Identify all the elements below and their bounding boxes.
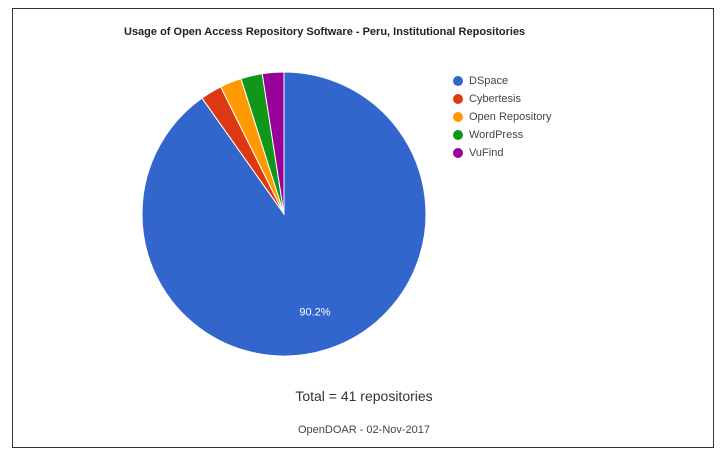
legend-item-open-repository: Open Repository	[453, 108, 552, 126]
legend-swatch	[453, 112, 463, 122]
pie-slice-vufind	[261, 71, 285, 215]
pie-slice-dspace	[141, 71, 427, 357]
data-label-dspace: 90.2%	[299, 306, 330, 318]
legend-label: Open Repository	[469, 111, 552, 123]
legend-label: VuFind	[469, 147, 504, 159]
legend: DSpace Cybertesis Open Repository WordPress…	[453, 72, 552, 162]
legend-swatch	[453, 148, 463, 158]
chart-title: Usage of Open Access Repository Software…	[124, 26, 526, 38]
legend-item-wordpress: WordPress	[453, 126, 552, 144]
legend-item-dspace: DSpace	[453, 72, 552, 90]
source-note: OpenDOAR - 02-Nov-2017	[297, 424, 431, 436]
legend-label: DSpace	[469, 75, 509, 87]
legend-item-vufind: VuFind	[453, 144, 552, 162]
total-repositories: Total = 41 repositories	[295, 388, 433, 404]
legend-swatch	[453, 130, 463, 140]
legend-swatch	[453, 94, 463, 104]
legend-label: WordPress	[469, 129, 524, 141]
legend-item-cybertesis: Cybertesis	[453, 90, 552, 108]
legend-swatch	[453, 76, 463, 86]
legend-label: Cybertesis	[469, 93, 521, 105]
pie-slices	[141, 71, 427, 357]
